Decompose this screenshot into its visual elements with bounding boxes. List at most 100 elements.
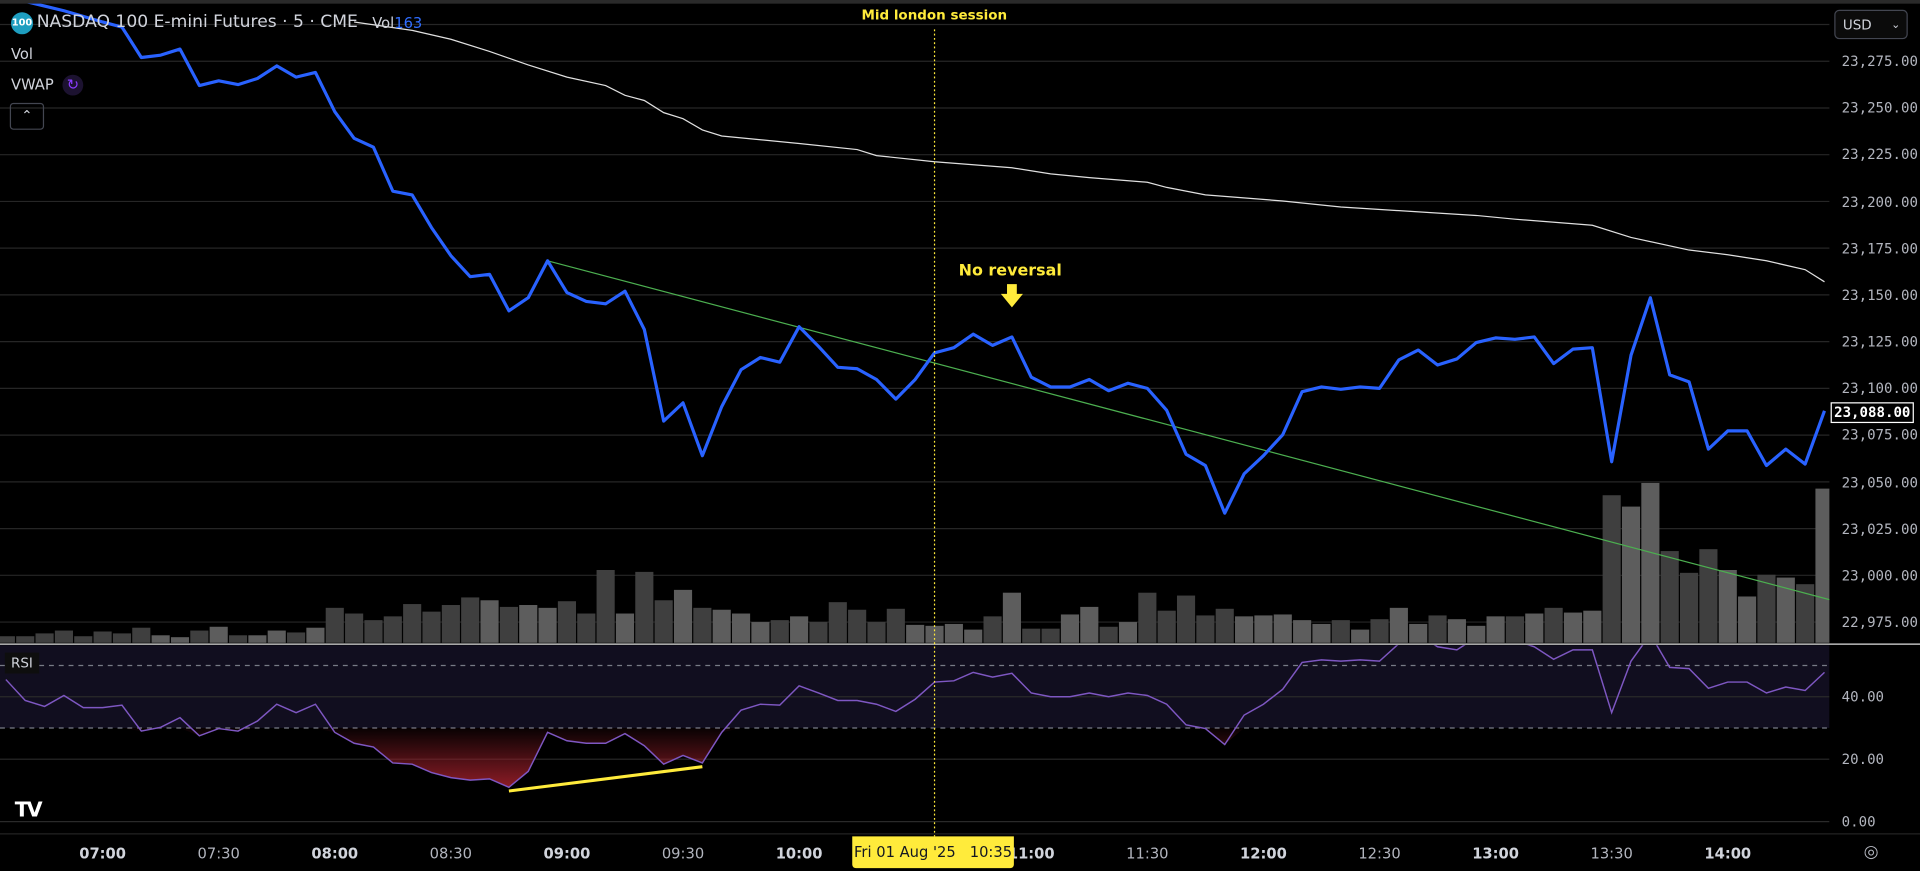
volume-bar — [538, 607, 557, 643]
rsi-divergence-line — [508, 765, 703, 793]
volume-bar — [1118, 622, 1138, 643]
volume-bar — [54, 630, 73, 643]
currency-dropdown[interactable]: USD ⌄ — [1834, 9, 1908, 40]
rsi-pane-label[interactable]: RSI — [4, 652, 40, 674]
volume-bar — [732, 613, 751, 643]
volume-bar — [112, 633, 132, 643]
crosshair-time-label: Fri 01 Aug '25 10:35 — [852, 836, 1014, 869]
volume-bar — [345, 613, 364, 643]
volume-bar — [751, 622, 770, 643]
volume-bar — [519, 605, 538, 643]
volume-value: 163 — [394, 14, 423, 32]
volume-bar — [1215, 608, 1234, 643]
volume-bar — [809, 622, 828, 643]
rsi-tick-label: 0.00 — [1841, 813, 1876, 831]
price-tick-label: 23,175.00 — [1841, 239, 1918, 257]
crosshair-time: 10:35 — [969, 843, 1013, 861]
time-tick-label: 10:00 — [775, 844, 823, 863]
volume-bar — [1447, 619, 1466, 643]
volume-bar — [1060, 614, 1080, 643]
no-reversal-annotation[interactable]: No reversal — [958, 262, 1062, 281]
volume-bar — [1641, 482, 1660, 643]
volume-bar — [906, 624, 925, 643]
volume-bar — [1022, 628, 1041, 643]
price-line — [27, 3, 1826, 515]
indicator-vwap[interactable]: VWAP — [11, 75, 54, 94]
volume-bar — [1351, 629, 1370, 643]
price-tick-label: 23,275.00 — [1841, 52, 1918, 70]
volume-bar — [74, 636, 93, 643]
volume-bar — [983, 616, 1002, 643]
volume-bar — [209, 626, 228, 643]
crosshair-date: Fri 01 Aug '25 — [854, 843, 956, 861]
volume-bar — [480, 600, 499, 643]
volume-bar — [770, 620, 789, 643]
volume-bar — [1815, 488, 1830, 643]
volume-bar — [0, 636, 15, 643]
time-tick-label: 08:30 — [429, 844, 473, 863]
time-tick-label: 08:00 — [311, 844, 359, 863]
indicator-vol[interactable]: Vol — [11, 45, 34, 63]
volume-bar — [1738, 596, 1757, 643]
price-tick-label: 23,050.00 — [1841, 473, 1918, 491]
volume-bar — [828, 602, 847, 643]
volume-bar — [403, 604, 422, 643]
volume-bar — [1041, 628, 1060, 643]
price-tick-label: 23,150.00 — [1841, 286, 1918, 304]
volume-bar — [1080, 606, 1099, 643]
tradingview-logo[interactable]: TV — [14, 798, 43, 823]
time-tick-label: 07:00 — [79, 844, 126, 863]
volume-bar — [1486, 616, 1505, 643]
collapse-legend-button[interactable]: ⌃ — [9, 102, 45, 130]
oversold-fill — [5, 727, 1825, 788]
volume-bar — [461, 597, 480, 643]
price-tick-label: 23,225.00 — [1841, 146, 1918, 164]
price-tick-label: 23,000.00 — [1841, 566, 1918, 584]
settings-eye-icon[interactable]: ◎ — [1863, 842, 1879, 863]
volume-bar — [35, 633, 54, 643]
main-plot — [0, 3, 1830, 643]
volume-bar — [190, 630, 209, 643]
volume-bar — [577, 613, 596, 643]
volume-bar — [1312, 623, 1331, 643]
volume-bar — [964, 629, 983, 643]
volume-bar — [1718, 569, 1737, 643]
volume-bar — [16, 636, 35, 643]
session-annotation[interactable]: Mid london session — [861, 7, 1008, 24]
time-tick-label: 09:00 — [543, 844, 591, 863]
volume-bar — [441, 605, 460, 643]
volume-bar — [1254, 615, 1273, 643]
price-tick-label: 23,075.00 — [1841, 426, 1918, 444]
volume-bar — [151, 635, 170, 643]
volume-bar — [383, 616, 402, 643]
volume-bar — [228, 635, 248, 643]
volume-bar — [1099, 626, 1118, 643]
volume-bar — [306, 627, 325, 643]
volume-bar — [673, 589, 693, 643]
volume-bar — [1467, 625, 1486, 643]
time-tick-label: 09:30 — [661, 844, 705, 863]
trendline — [547, 260, 1830, 601]
volume-bar — [867, 622, 886, 643]
symbol-title[interactable]: NASDAQ 100 E-mini Futures · 5 · CME — [36, 12, 358, 32]
volume-bar — [654, 600, 673, 643]
volume-bar — [1505, 616, 1525, 643]
volume-bar — [1138, 592, 1157, 643]
volume-bar — [325, 607, 344, 643]
price-tick-label: 22,975.00 — [1841, 613, 1918, 631]
volume-bar — [1757, 574, 1776, 643]
currency-value: USD — [1842, 17, 1872, 34]
volume-bar — [615, 613, 635, 643]
volume-bar — [1196, 615, 1215, 643]
volume-bar — [1602, 495, 1621, 643]
volume-bar — [1389, 607, 1408, 643]
time-tick-label: 12:00 — [1240, 844, 1287, 863]
chevron-down-icon: ⌄ — [1891, 19, 1901, 32]
time-tick-label: 13:30 — [1590, 844, 1633, 863]
price-tick-label: 23,025.00 — [1841, 520, 1918, 538]
volume-bar — [1176, 595, 1196, 643]
price-tick-label: 23,250.00 — [1841, 99, 1918, 117]
price-tick-label: 23,125.00 — [1841, 333, 1918, 351]
